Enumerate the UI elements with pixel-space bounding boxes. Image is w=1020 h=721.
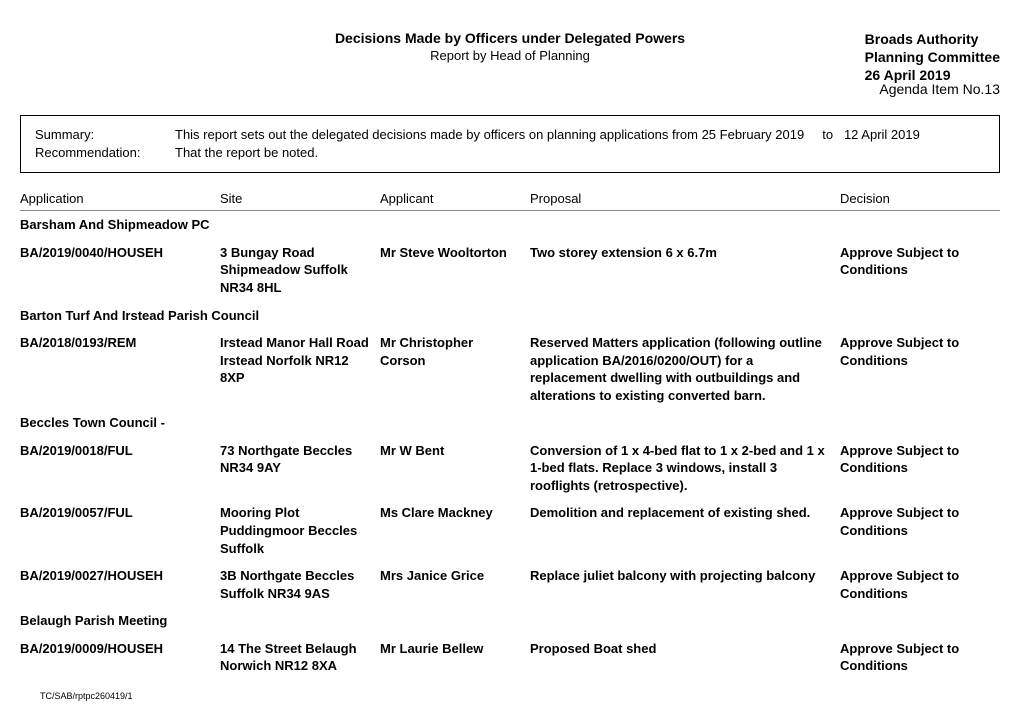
cell-applicant: Ms Clare Mackney — [380, 499, 530, 562]
summary-to: to — [822, 127, 833, 142]
authority-line1: Broads Authority — [865, 30, 1000, 48]
recommendation-text: That the report be noted. — [175, 144, 985, 162]
table-row: BA/2019/0018/FUL73 Northgate Beccles NR3… — [20, 437, 1000, 500]
recommendation-row: Recommendation: That the report be noted… — [35, 144, 985, 162]
cell-application: BA/2019/0027/HOUSEH — [20, 562, 220, 607]
summary-label: Summary: — [35, 126, 175, 144]
cell-applicant: Mr Steve Wooltorton — [380, 239, 530, 302]
cell-applicant: Mr W Bent — [380, 437, 530, 500]
summary-row: Summary: This report sets out the delega… — [35, 126, 985, 144]
report-header: Broads Authority Planning Committee 26 A… — [20, 30, 1000, 97]
summary-date-to: 12 April 2019 — [844, 127, 920, 142]
cell-proposal: Proposed Boat shed — [530, 635, 840, 680]
group-header: Belaugh Parish Meeting — [20, 607, 1000, 635]
cell-application: BA/2019/0018/FUL — [20, 437, 220, 500]
cell-site: 73 Northgate Beccles NR34 9AY — [220, 437, 380, 500]
cell-site: Mooring Plot Puddingmoor Beccles Suffolk — [220, 499, 380, 562]
cell-proposal: Demolition and replacement of existing s… — [530, 499, 840, 562]
cell-decision: Approve Subject to Conditions — [840, 499, 1000, 562]
summary-box: Summary: This report sets out the delega… — [20, 115, 1000, 173]
group-header: Barton Turf And Irstead Parish Council — [20, 302, 1000, 330]
table-row: BA/2019/0009/HOUSEH14 The Street Belaugh… — [20, 635, 1000, 680]
cell-decision: Approve Subject to Conditions — [840, 329, 1000, 409]
table-header-row: Application Site Applicant Proposal Deci… — [20, 187, 1000, 211]
summary-text: This report sets out the delegated decis… — [175, 126, 985, 144]
cell-proposal: Replace juliet balcony with projecting b… — [530, 562, 840, 607]
authority-line2: Planning Committee — [865, 48, 1000, 66]
cell-proposal: Two storey extension 6 x 6.7m — [530, 239, 840, 302]
cell-applicant: Mr Laurie Bellew — [380, 635, 530, 680]
table-row: BA/2019/0040/HOUSEH3 Bungay Road Shipmea… — [20, 239, 1000, 302]
col-applicant: Applicant — [380, 187, 530, 211]
cell-decision: Approve Subject to Conditions — [840, 437, 1000, 500]
col-proposal: Proposal — [530, 187, 840, 211]
cell-application: BA/2019/0009/HOUSEH — [20, 635, 220, 680]
decisions-table: Application Site Applicant Proposal Deci… — [20, 187, 1000, 679]
group-header: Beccles Town Council - — [20, 409, 1000, 437]
col-decision: Decision — [840, 187, 1000, 211]
report-title: Decisions Made by Officers under Delegat… — [20, 30, 1000, 46]
col-site: Site — [220, 187, 380, 211]
cell-site: 3 Bungay Road Shipmeadow Suffolk NR34 8H… — [220, 239, 380, 302]
cell-application: BA/2018/0193/REM — [20, 329, 220, 409]
table-row: BA/2019/0057/FULMooring Plot Puddingmoor… — [20, 499, 1000, 562]
title-block: Decisions Made by Officers under Delegat… — [20, 30, 1000, 63]
report-subtitle: Report by Head of Planning — [20, 48, 1000, 63]
cell-applicant: Mrs Janice Grice — [380, 562, 530, 607]
cell-decision: Approve Subject to Conditions — [840, 239, 1000, 302]
cell-proposal: Conversion of 1 x 4-bed flat to 1 x 2-be… — [530, 437, 840, 500]
cell-applicant: Mr Christopher Corson — [380, 329, 530, 409]
table-row: BA/2019/0027/HOUSEH3B Northgate Beccles … — [20, 562, 1000, 607]
recommendation-label: Recommendation: — [35, 144, 175, 162]
agenda-item: Agenda Item No.13 — [20, 81, 1000, 97]
summary-prefix: This report sets out the delegated decis… — [175, 127, 698, 142]
cell-decision: Approve Subject to Conditions — [840, 635, 1000, 680]
cell-site: 3B Northgate Beccles Suffolk NR34 9AS — [220, 562, 380, 607]
cell-site: Irstead Manor Hall Road Irstead Norfolk … — [220, 329, 380, 409]
page-footer: TC/SAB/rptpc260419/1 — [40, 691, 133, 701]
report-date: 26 April 2019 — [865, 66, 1000, 84]
cell-application: BA/2019/0057/FUL — [20, 499, 220, 562]
cell-decision: Approve Subject to Conditions — [840, 562, 1000, 607]
table-body: Barsham And Shipmeadow PCBA/2019/0040/HO… — [20, 211, 1000, 680]
cell-site: 14 The Street Belaugh Norwich NR12 8XA — [220, 635, 380, 680]
group-header: Barsham And Shipmeadow PC — [20, 211, 1000, 239]
table-row: BA/2018/0193/REMIrstead Manor Hall Road … — [20, 329, 1000, 409]
col-application: Application — [20, 187, 220, 211]
summary-date-from: 25 February 2019 — [702, 127, 805, 142]
cell-proposal: Reserved Matters application (following … — [530, 329, 840, 409]
authority-block: Broads Authority Planning Committee 26 A… — [865, 30, 1000, 85]
cell-application: BA/2019/0040/HOUSEH — [20, 239, 220, 302]
